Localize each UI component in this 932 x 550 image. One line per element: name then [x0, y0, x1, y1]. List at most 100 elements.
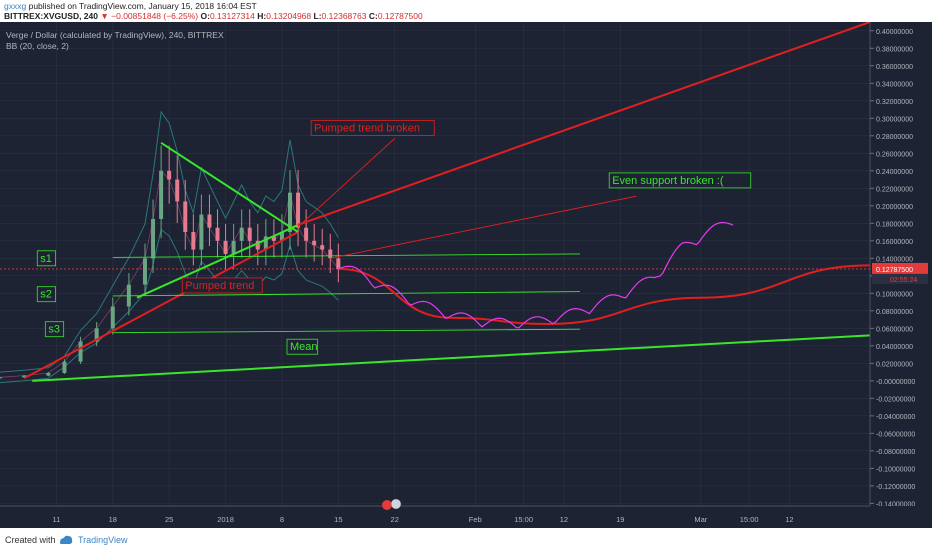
label-s2-box[interactable]	[36, 286, 56, 303]
price-tick-label: -0.14000000	[876, 501, 915, 508]
candle-body	[336, 258, 341, 269]
label-pumped-trend-broken[interactable]: Pumped trend broken	[314, 122, 420, 134]
candle-body	[320, 245, 325, 250]
price-tick-label: 0.24000000	[876, 169, 913, 176]
price-tick-label: -0.00000000	[876, 379, 915, 386]
price-axis[interactable]: 0.40000000 0.38000000 0.36000000 0.34000000…	[869, 22, 932, 528]
candle-body	[0, 377, 2, 379]
price-tick-label: 0.10000000	[876, 291, 913, 298]
price-tick-label: 0.30000000	[876, 116, 913, 123]
publish-info: gxxxg published on TradingView.com, Janu…	[4, 1, 257, 11]
bb-upper-band	[0, 110, 339, 373]
close-value: 0.12787500	[377, 11, 423, 21]
time-axis[interactable]: 11 18 25 2018 8 15 22 Feb 15:00 12 19 Mar 15:00 12	[0, 505, 932, 528]
label-s2[interactable]: s2	[40, 289, 52, 301]
chart-canvas[interactable]: Pumped trend broken Even support broken :…	[0, 22, 932, 528]
pumped-projection-line[interactable]	[289, 22, 871, 229]
chart-event-markers[interactable]	[382, 498, 402, 510]
candle-body	[175, 179, 180, 202]
chart-header: gxxxg published on TradingView.com, Janu…	[0, 0, 932, 22]
price-tick-label: -0.08000000	[876, 449, 915, 456]
price-tick-label: -0.04000000	[876, 414, 915, 421]
candle-body	[110, 306, 115, 329]
price-tick-label: 0.36000000	[876, 64, 913, 71]
label-mean[interactable]: Mean	[290, 341, 318, 353]
price-tick-label: 0.06000000	[876, 326, 913, 333]
candle-body	[304, 227, 309, 241]
legend-title: Verge / Dollar (calculated by TradingVie…	[6, 30, 224, 40]
chart-area[interactable]: Pumped trend broken Even support broken :…	[0, 22, 932, 528]
created-with-text: Created with	[5, 535, 56, 545]
candle-body	[159, 170, 164, 219]
candle-body	[78, 341, 83, 362]
time-tick-label: 18	[109, 515, 117, 524]
time-tick-label: 19	[616, 515, 624, 524]
red-arc[interactable]	[338, 264, 871, 325]
price-tick-label: 0.16000000	[876, 239, 913, 246]
label-s1[interactable]: s1	[40, 253, 52, 265]
low-label: L:	[313, 11, 322, 21]
candle-body	[167, 170, 172, 180]
publisher-username[interactable]: gxxxg	[4, 1, 27, 11]
candle-body	[199, 214, 204, 250]
high-value: 0.13204968	[266, 11, 312, 21]
arrow-to-support[interactable]	[330, 195, 637, 259]
price-tick-label: 0.02000000	[876, 361, 913, 368]
candle-body	[255, 240, 260, 250]
candle-body	[191, 232, 196, 250]
price-tick-label: 0.14000000	[876, 256, 913, 263]
time-tick-label: 15:00	[740, 515, 759, 524]
label-mean-box[interactable]	[286, 338, 319, 355]
candle-body	[183, 201, 188, 233]
tradingview-logo-icon[interactable]	[58, 533, 74, 547]
lower-triangle-line[interactable]	[136, 224, 299, 299]
label-s1-box[interactable]	[36, 250, 56, 267]
s2-line[interactable]	[112, 291, 581, 297]
time-tick-label: 22	[391, 515, 399, 524]
candle-body	[312, 240, 317, 246]
mean-line[interactable]	[32, 334, 871, 382]
candle-body	[328, 249, 333, 259]
label-pumped-trend-broken-box[interactable]	[310, 120, 435, 136]
price-tick-label: 0.18000000	[876, 221, 913, 228]
pumped-trend-line[interactable]	[23, 231, 299, 380]
candle-body	[94, 328, 99, 342]
time-tick-label: 12	[785, 515, 793, 524]
event-marker-icon[interactable]	[382, 500, 392, 510]
label-s3[interactable]: s3	[48, 324, 60, 336]
candles	[0, 145, 341, 379]
symbol-label: BITTREX:XVGUSD, 240	[4, 11, 98, 21]
upper-triangle-line[interactable]	[160, 141, 299, 233]
price-tick-label: 0.40000000	[876, 29, 913, 36]
price-tick-label: -0.12000000	[876, 484, 915, 491]
projection-wave[interactable]	[338, 221, 734, 329]
price-tick-label: -0.02000000	[876, 396, 915, 403]
arrow-to-break[interactable]	[297, 138, 396, 228]
label-even-support-broken[interactable]: Even support broken :(	[612, 175, 724, 187]
s1-line[interactable]	[112, 253, 581, 258]
countdown-tag	[872, 273, 928, 284]
price-tick-label: 0.08000000	[876, 309, 913, 316]
label-pumped-trend[interactable]: Pumped trend	[185, 280, 254, 292]
candle-body	[296, 192, 301, 228]
publish-date-text: published on TradingView.com, January 15…	[28, 1, 257, 11]
bar-countdown: 02:55:24	[890, 277, 917, 284]
trend-drawings	[23, 22, 871, 382]
open-value: 0.13127314	[209, 11, 255, 21]
time-tick-label: 15	[334, 515, 342, 524]
tradingview-brand[interactable]: TradingView	[78, 535, 128, 545]
low-value: 0.12368763	[321, 11, 367, 21]
candle-body	[263, 236, 268, 250]
last-price-tag	[872, 262, 928, 274]
candle-body	[143, 258, 147, 285]
s3-line[interactable]	[112, 328, 581, 334]
event-marker-icon-secondary[interactable]	[390, 498, 402, 510]
legend-indicator[interactable]: BB (20, close, 2)	[6, 41, 69, 51]
label-s3-box[interactable]	[44, 321, 65, 338]
label-even-support-broken-box[interactable]	[608, 172, 752, 189]
annotation-labels: Pumped trend broken Even support broken :…	[36, 120, 752, 355]
time-axis-bg[interactable]	[0, 506, 932, 528]
candle-body	[223, 240, 228, 254]
price-tick-label: -0.10000000	[876, 466, 915, 473]
label-pumped-trend-box[interactable]	[181, 277, 263, 294]
